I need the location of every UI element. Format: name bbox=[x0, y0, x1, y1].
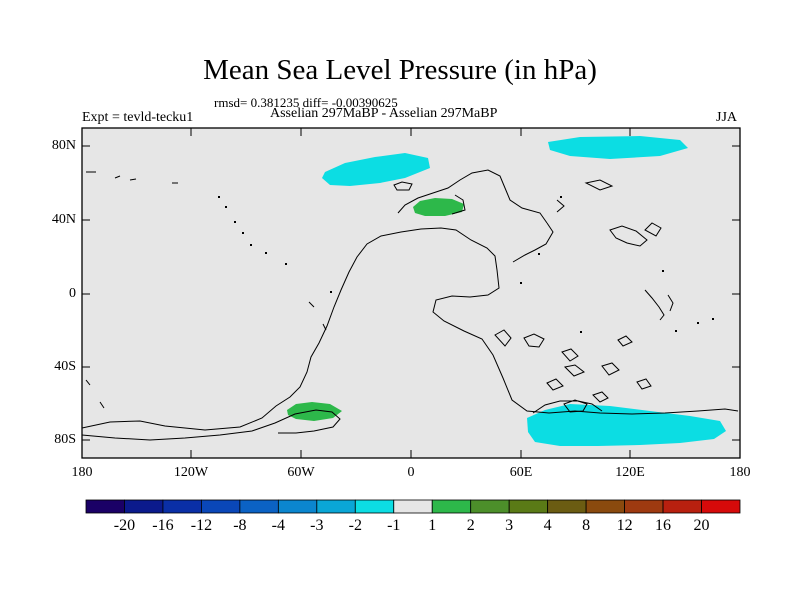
y-tick-label: 80S bbox=[54, 432, 76, 447]
map-background bbox=[82, 128, 740, 458]
anomaly-region-southern-ocean-cyan bbox=[527, 404, 726, 446]
colorbar-swatch bbox=[508, 499, 549, 514]
map-title: Mean Sea Level Pressure (in hPa) bbox=[203, 54, 597, 86]
x-tick-label: 180 bbox=[729, 465, 751, 480]
colorbar bbox=[85, 499, 741, 514]
colorbar-label: 20 bbox=[693, 517, 710, 534]
x-tick-label: 60W bbox=[287, 465, 315, 480]
anomaly-region-south-america-green bbox=[287, 402, 342, 421]
colorbar-swatch bbox=[662, 499, 702, 514]
anomaly-region-north-atlantic-cyan bbox=[322, 153, 430, 186]
colorbar-swatch bbox=[162, 499, 202, 514]
colorbar-label: 16 bbox=[655, 517, 672, 534]
stats-line: rmsd= 0.381235 diff= -0.00390625 bbox=[214, 95, 398, 110]
colorbar-swatch bbox=[431, 499, 472, 514]
experiment-label: Expt = tevld-tecku1 bbox=[82, 110, 194, 125]
colorbar-label: -12 bbox=[190, 517, 213, 534]
colorbar-label: -4 bbox=[271, 517, 285, 534]
x-tick-label: 120W bbox=[173, 465, 209, 480]
y-axis-ticks bbox=[82, 145, 740, 441]
colorbar-swatch bbox=[624, 499, 664, 514]
x-tick-label: 0 bbox=[407, 465, 415, 480]
colorbar-label: 3 bbox=[505, 517, 514, 534]
colorbar-swatch bbox=[124, 499, 164, 514]
colorbar-label: 12 bbox=[616, 517, 633, 534]
x-tick-label: 60E bbox=[509, 465, 533, 480]
colorbar-swatch bbox=[277, 499, 318, 514]
y-tick-label: 80N bbox=[51, 138, 76, 153]
colorbar-swatch bbox=[316, 499, 356, 514]
x-tick-label: 120E bbox=[615, 465, 645, 480]
y-tick-label: 0 bbox=[69, 286, 76, 301]
x-axis-ticks bbox=[190, 128, 631, 458]
colorbar-label: 4 bbox=[543, 517, 552, 534]
colorbar-label: -1 bbox=[387, 517, 401, 534]
colorbar-swatch bbox=[85, 499, 125, 514]
colorbar-label: -3 bbox=[310, 517, 324, 534]
colorbar-label: 2 bbox=[466, 517, 475, 534]
colorbar-swatch bbox=[470, 499, 510, 514]
y-tick-label: 40N bbox=[51, 212, 76, 227]
colorbar-swatch bbox=[547, 499, 587, 514]
colorbar-swatch bbox=[354, 499, 395, 514]
anomaly-region-arctic-cyan bbox=[548, 136, 688, 159]
colorbar-swatch bbox=[585, 499, 625, 514]
colorbar-swatch bbox=[701, 499, 741, 514]
colorbar-swatch bbox=[239, 499, 279, 514]
anomaly-region-eurasia-green bbox=[413, 198, 464, 216]
period-label: Asselian 297MaBP - Asselian 297MaBP bbox=[270, 106, 498, 121]
island-dots bbox=[218, 196, 714, 333]
colorbar-swatch bbox=[201, 499, 241, 514]
y-tick-label: 40S bbox=[54, 359, 76, 374]
colorbar-swatch bbox=[393, 499, 433, 514]
season-label: JJA bbox=[716, 110, 738, 125]
x-tick-label: 180 bbox=[71, 465, 93, 480]
colorbar-label: -8 bbox=[233, 517, 247, 534]
colorbar-label: -2 bbox=[348, 517, 362, 534]
colorbar-label: -16 bbox=[152, 517, 174, 534]
colorbar-label: 8 bbox=[582, 517, 591, 534]
coastlines bbox=[81, 169, 739, 441]
colorbar-label: 1 bbox=[428, 517, 437, 534]
colorbar-label: -20 bbox=[113, 517, 136, 534]
